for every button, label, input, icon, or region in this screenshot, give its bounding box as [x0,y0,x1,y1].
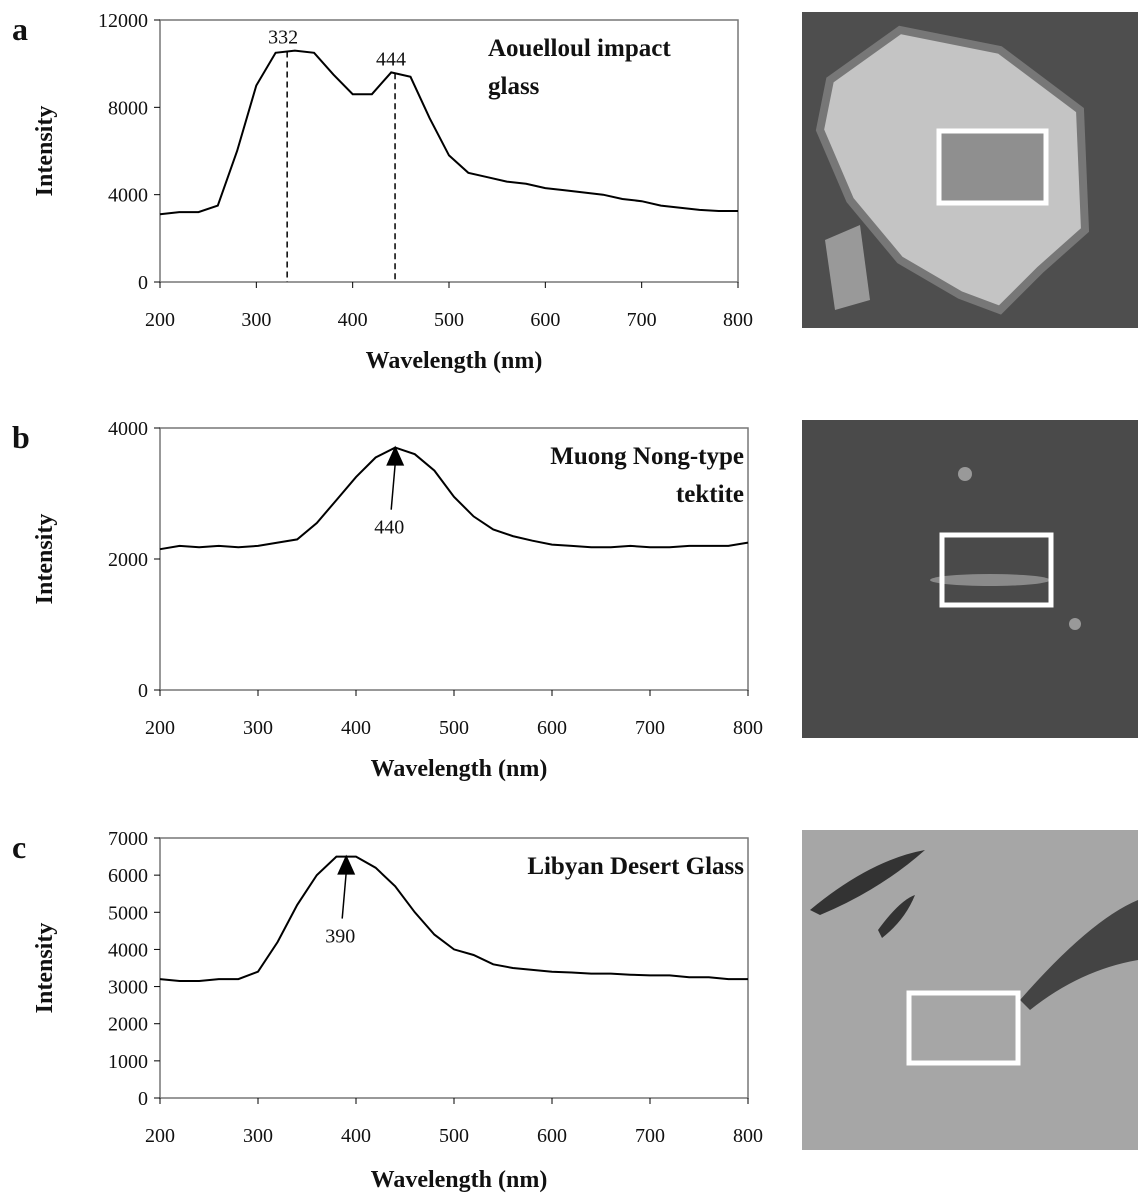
micrograph-b [802,420,1138,738]
region-box [906,990,1021,1066]
y-tick-label: 4000 [108,418,148,440]
peak-label: 444 [376,48,406,70]
x-axis-label: Wavelength (nm) [371,1167,548,1193]
x-tick-label: 600 [537,717,567,739]
x-axis-label: Wavelength (nm) [371,756,548,782]
x-tick-label: 500 [439,1125,469,1147]
y-tick-label: 7000 [108,828,148,850]
x-tick-label: 800 [733,717,763,739]
arrow-head [337,854,356,875]
x-tick-label: 500 [434,309,464,331]
x-tick-label: 800 [723,309,753,331]
y-tick-label: 12000 [98,10,148,32]
sample-shape [825,225,870,310]
peak-label: 440 [374,517,404,539]
x-tick-label: 200 [145,717,175,739]
y-tick-label: 5000 [108,902,148,924]
x-tick-label: 400 [338,309,368,331]
data-line [159,446,749,551]
arrow-head [386,445,405,466]
y-tick-label: 0 [138,1088,148,1110]
chart: 0 4000 8000 12000 200 300 400 500 600 700 800 Wavel… [12,10,753,374]
x-tick-label: 700 [627,309,657,331]
bubble [1069,618,1081,630]
y-tick-label: 6000 [108,865,148,887]
x-tick-label: 500 [439,717,469,739]
image-background [802,830,1138,1150]
region-box [939,532,1054,608]
y-axis-label: Intensity [32,514,58,605]
y-tick-label: 3000 [108,977,148,999]
panel-label: b [12,419,30,455]
chart-title: glass [488,73,540,100]
x-tick-label: 800 [733,1125,763,1147]
region-box [936,128,1049,206]
chart-title: Libyan Desert Glass [527,853,744,880]
data-line [159,49,738,216]
x-tick-label: 700 [635,717,665,739]
chart: 0 1000 2000 3000 4000 5000 6000 7000 200 300 400 50… [12,828,763,1193]
peak-arrow [390,463,396,510]
y-tick-label: 4000 [108,185,148,207]
micrograph-a [802,12,1138,328]
x-tick-label: 200 [145,309,175,331]
y-tick-label: 0 [138,272,148,294]
inclusion [1020,900,1138,1010]
x-tick-label: 300 [243,717,273,739]
inclusion [878,895,915,938]
y-tick-label: 8000 [108,97,148,119]
y-tick-label: 0 [138,680,148,702]
x-tick-label: 600 [530,309,560,331]
chart: 0 2000 4000 200 300 400 500 600 700 800 Wavelength… [12,418,763,782]
bubble [958,467,972,481]
y-tick-label: 2000 [108,1014,148,1036]
x-tick-label: 300 [241,309,271,331]
x-tick-label: 300 [243,1125,273,1147]
chart-title: tektite [676,481,744,508]
peak-label: 332 [268,26,298,48]
inclusion [810,850,925,915]
panel-label: c [12,829,26,865]
streak [930,574,1050,586]
y-tick-label: 4000 [108,939,148,961]
panel-label: a [12,11,28,47]
micrograph-c [802,830,1138,1150]
y-tick-label: 2000 [108,549,148,571]
x-axis-label: Wavelength (nm) [366,348,543,374]
x-tick-label: 400 [341,1125,371,1147]
peak-label: 390 [325,926,355,948]
data-line [159,855,748,982]
y-axis-label: Intensity [32,106,58,197]
x-tick-label: 600 [537,1125,567,1147]
chart-title: Aouelloul impact [488,35,671,62]
y-tick-label: 1000 [108,1051,148,1073]
x-tick-label: 200 [145,1125,175,1147]
x-tick-label: 700 [635,1125,665,1147]
chart-title: Muong Nong-type [550,443,744,470]
y-axis-label: Intensity [32,923,58,1014]
peak-arrow [341,872,347,919]
x-tick-label: 400 [341,717,371,739]
